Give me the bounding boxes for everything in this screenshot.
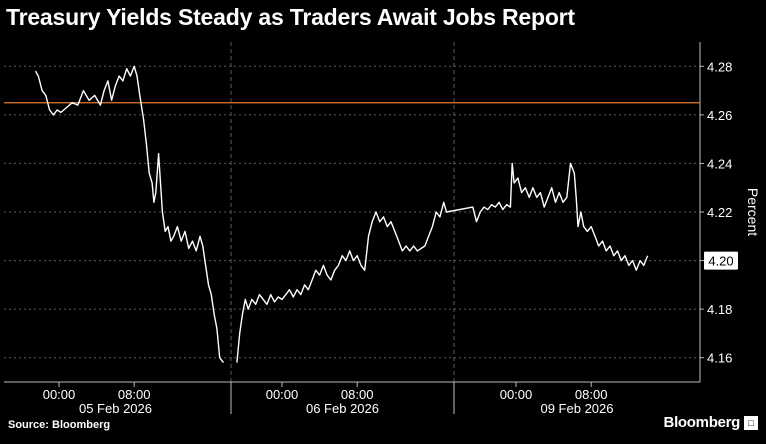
session-separators	[230, 42, 455, 382]
y-tick-label: 4.24	[707, 156, 732, 171]
brand: Bloomberg □	[664, 414, 758, 431]
y-axis: 4.16 4.18 4.20 4.22 4.24 4.26 4.28 Percent	[699, 42, 761, 382]
source-note: Source: Bloomberg	[8, 419, 111, 431]
last-value-badge	[704, 251, 738, 270]
session-date-label: 09 Feb 2026	[540, 401, 613, 416]
x-tick-label: 00:00	[500, 387, 533, 402]
last-value-label: 4.20	[708, 254, 733, 269]
chart-title: Treasury Yields Steady as Traders Await …	[6, 4, 575, 30]
x-tick-label: 00:00	[43, 387, 76, 402]
session-date-label: 06 Feb 2026	[306, 401, 379, 416]
series-layer	[34, 65, 649, 364]
y-tick-label: 4.22	[707, 205, 732, 220]
session-date-label: 05 Feb 2026	[79, 401, 152, 416]
series-line	[34, 65, 225, 364]
x-tick-label: 08:00	[341, 387, 374, 402]
x-tick-label: 08:00	[575, 387, 608, 402]
y-tick-label: 4.26	[707, 108, 732, 123]
y-tick-label: 4.18	[707, 302, 732, 317]
x-tick-label: 08:00	[118, 387, 151, 402]
y-tick-label: 4.28	[707, 59, 732, 74]
brand-name: Bloomberg	[663, 414, 741, 431]
series-line	[236, 211, 426, 363]
brand-logo-icon: □	[744, 415, 758, 430]
last-value-layer: 4.20	[704, 251, 738, 270]
x-tick-label: 00:00	[266, 387, 299, 402]
y-tick-label: 4.16	[707, 351, 732, 366]
grid	[4, 65, 700, 359]
y-axis-label: Percent	[745, 188, 761, 236]
series-line	[424, 162, 649, 271]
